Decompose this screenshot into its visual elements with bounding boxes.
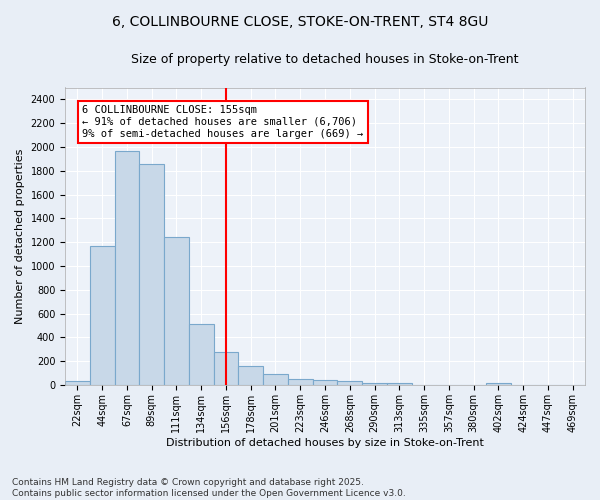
Y-axis label: Number of detached properties: Number of detached properties bbox=[15, 148, 25, 324]
Bar bbox=[486, 383, 511, 385]
Text: 6 COLLINBOURNE CLOSE: 155sqm
← 91% of detached houses are smaller (6,706)
9% of : 6 COLLINBOURNE CLOSE: 155sqm ← 91% of de… bbox=[82, 106, 364, 138]
Bar bbox=[164, 238, 189, 385]
Bar bbox=[288, 379, 313, 385]
Title: Size of property relative to detached houses in Stoke-on-Trent: Size of property relative to detached ho… bbox=[131, 52, 519, 66]
Bar bbox=[189, 324, 214, 385]
Bar bbox=[90, 246, 115, 385]
Bar bbox=[263, 374, 288, 385]
Bar bbox=[139, 164, 164, 385]
Bar bbox=[313, 380, 337, 385]
Bar bbox=[337, 382, 362, 385]
Bar bbox=[65, 382, 90, 385]
Bar bbox=[238, 366, 263, 385]
X-axis label: Distribution of detached houses by size in Stoke-on-Trent: Distribution of detached houses by size … bbox=[166, 438, 484, 448]
Bar bbox=[387, 383, 412, 385]
Bar bbox=[362, 382, 387, 385]
Text: 6, COLLINBOURNE CLOSE, STOKE-ON-TRENT, ST4 8GU: 6, COLLINBOURNE CLOSE, STOKE-ON-TRENT, S… bbox=[112, 15, 488, 29]
Text: Contains HM Land Registry data © Crown copyright and database right 2025.
Contai: Contains HM Land Registry data © Crown c… bbox=[12, 478, 406, 498]
Bar bbox=[115, 150, 139, 385]
Bar bbox=[214, 352, 238, 385]
